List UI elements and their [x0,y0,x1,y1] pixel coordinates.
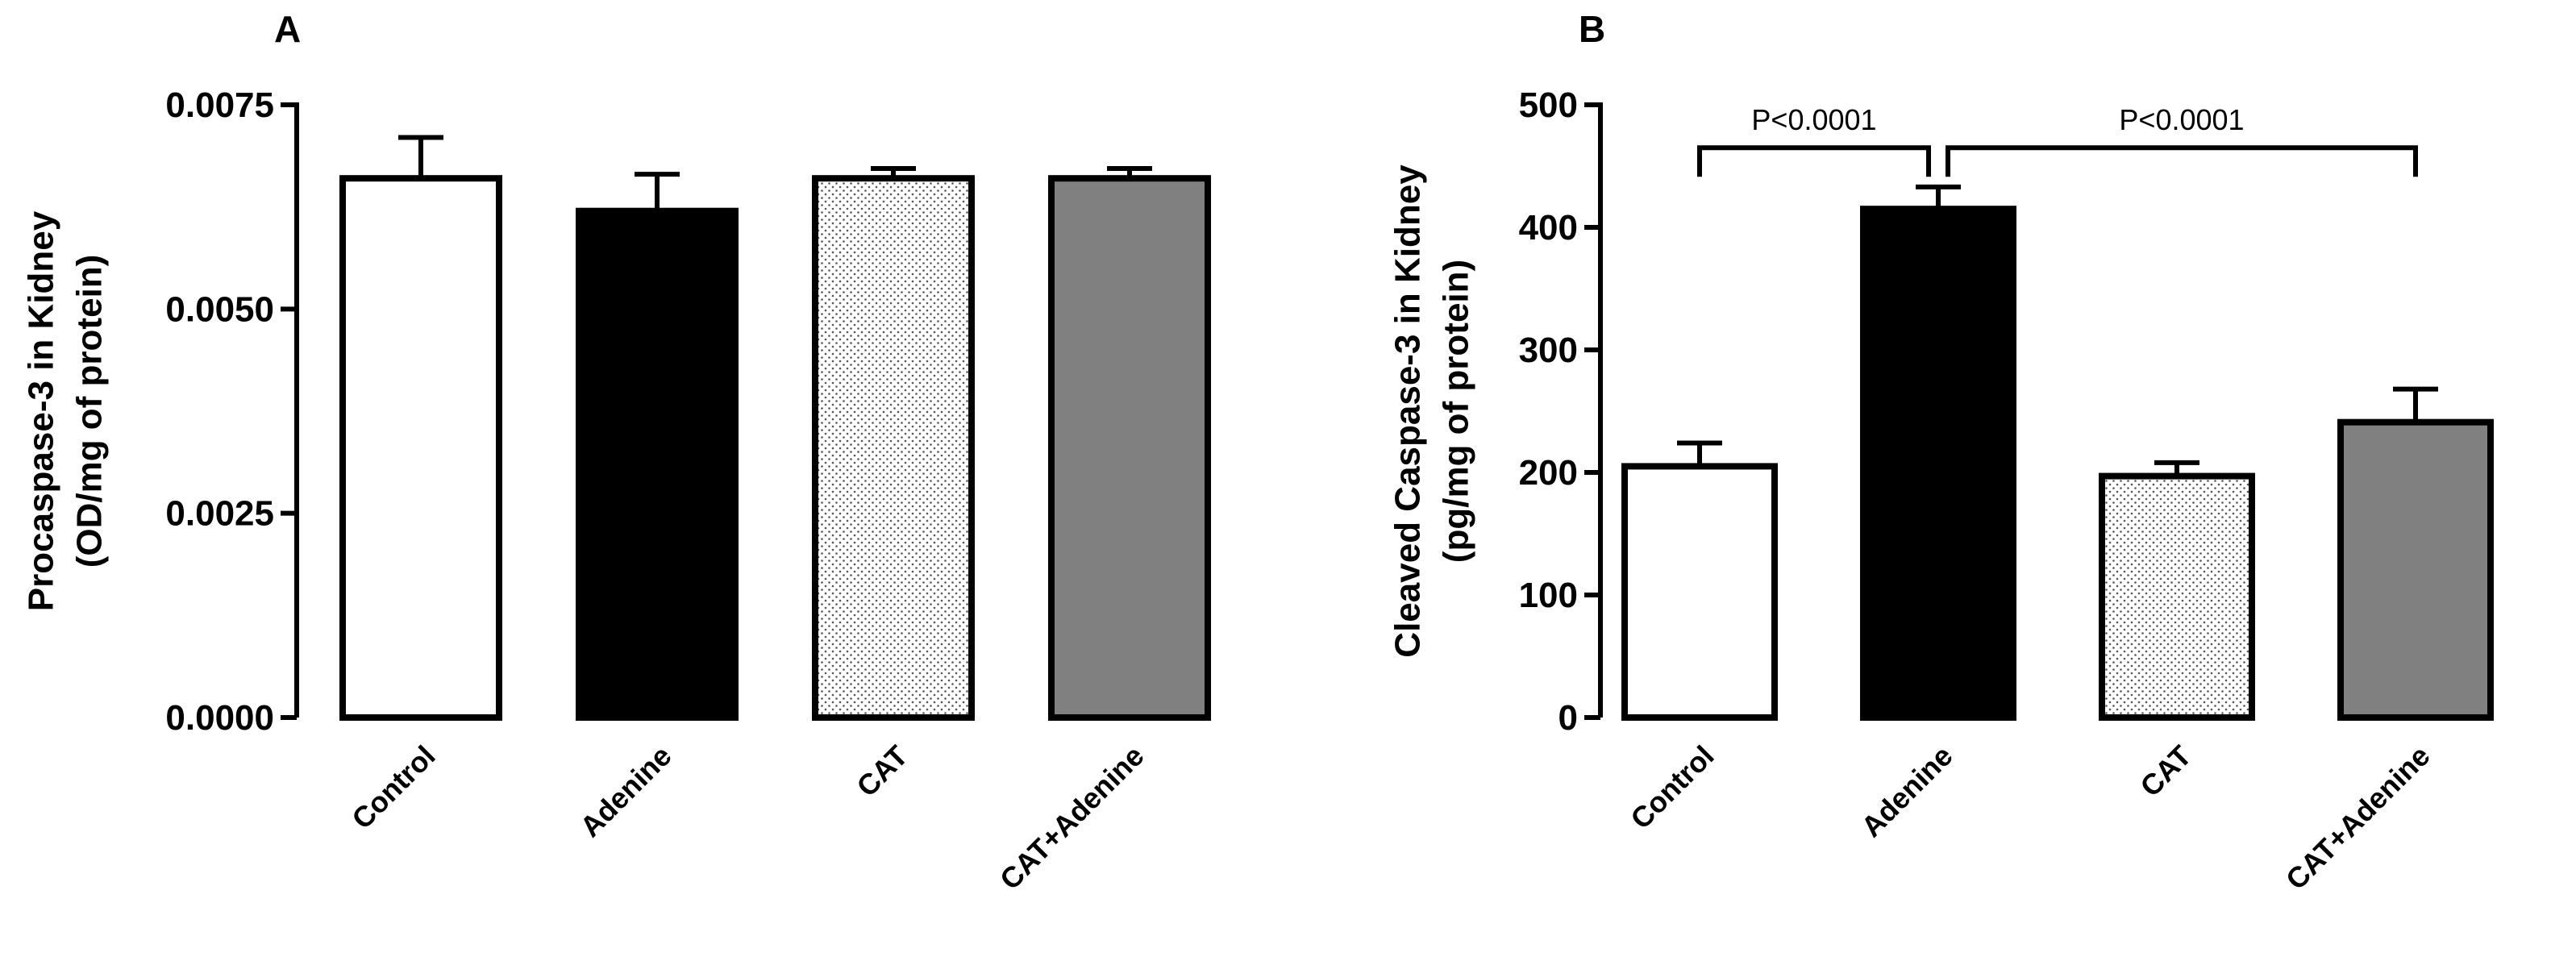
y-tick-label: 200 [1519,453,1578,493]
panel-letter: A [274,8,301,50]
x-category-label: CAT+Adenine [993,739,1151,897]
bar-cat-adenine [1048,175,1211,721]
y-tick-label: 0.0075 [165,85,274,125]
y-tick-label: 400 [1519,208,1578,248]
bar-control [339,175,502,721]
y-axis-title-line1: Procaspase-3 in Kidney [21,210,60,611]
bar-cat [812,175,975,721]
y-tick-label: 300 [1519,331,1578,370]
significance-label: P<0.0001 [2119,103,2244,136]
y-tick-label: 0 [1559,698,1578,738]
y-axis-title-line2: (OD/mg of protein) [69,255,109,568]
bar-control [1621,463,1778,722]
significance-bracket [1946,145,2418,177]
y-tick-label: 0.0050 [165,289,274,329]
panel-letter: B [1579,8,1605,50]
panel-b-chart: B 0 100 200 300 400 500 Cleaved Caspase-3 in Ki… [1388,8,2494,897]
x-category-label: CAT [850,739,913,803]
y-axis-title-line2: (pg/mg of protein) [1436,260,1475,563]
bar-adenine [1860,206,2016,721]
bar-adenine [576,207,739,721]
x-category-label: Control [345,739,441,835]
bar-cat-adenine [2337,418,2494,721]
y-axis-title-line1: Cleaved Caspase-3 in Kidney [1388,164,1427,658]
y-tick-label: 100 [1519,576,1578,615]
x-category-label: Adenine [573,739,677,843]
y-tick-label: 0.0000 [165,698,274,738]
panel-a-chart: A 0.0000 0.0025 0.0050 0.0075 Procaspase-3 in… [21,8,1211,897]
x-category-label: CAT+Adenine [2279,739,2437,897]
y-tick-label: 0.0025 [165,494,274,534]
x-category-label: Control [1624,739,1720,835]
bar-cat [2099,472,2255,721]
x-category-label: Adenine [1854,739,1958,843]
x-category-label: CAT [2133,739,2197,803]
y-tick-label: 500 [1519,85,1578,125]
significance-label: P<0.0001 [1751,103,1876,136]
significance-bracket [1697,145,1931,177]
